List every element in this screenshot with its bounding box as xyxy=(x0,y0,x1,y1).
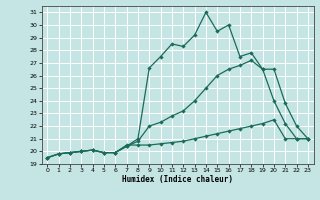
X-axis label: Humidex (Indice chaleur): Humidex (Indice chaleur) xyxy=(122,175,233,184)
